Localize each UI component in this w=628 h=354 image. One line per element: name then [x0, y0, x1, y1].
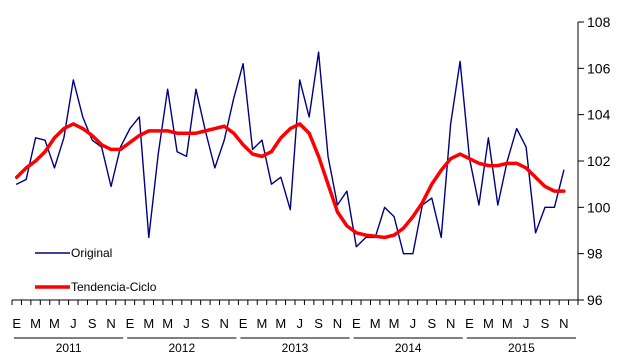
x-tick-label: M [483, 316, 494, 331]
y-tick-label: 104 [587, 107, 611, 123]
x-tick-label: S [427, 316, 436, 331]
series-line-original [16, 51, 565, 255]
year-label: 2014 [395, 341, 422, 354]
x-tick-label: E [465, 316, 474, 331]
y-tick-label: 96 [587, 292, 603, 308]
x-tick-label: J [183, 316, 190, 331]
y-tick-label: 100 [587, 199, 611, 215]
x-tick-label: M [143, 316, 154, 331]
x-tick-label: M [502, 316, 513, 331]
x-tick-label: S [314, 316, 323, 331]
x-tick-label: J [296, 316, 303, 331]
x-tick-label: E [12, 316, 21, 331]
y-axis: 96 98 100 102 104 106 108 [577, 14, 611, 308]
legend-label-tendencia-ciclo: Tendencia-Ciclo [71, 280, 157, 294]
year-label: 2012 [168, 341, 195, 354]
year-label: 2015 [508, 341, 535, 354]
x-tick-label: S [541, 316, 550, 331]
x-tick-label: N [106, 316, 115, 331]
x-tick-label: S [88, 316, 97, 331]
x-tick-label: E [352, 316, 361, 331]
legend: Original Tendencia-Ciclo [35, 246, 157, 294]
x-tick-label: M [370, 316, 381, 331]
x-tick-label: N [559, 316, 568, 331]
y-tick-label: 102 [587, 153, 611, 169]
x-tick-label: M [30, 316, 41, 331]
series-line-tendencia-ciclo [14, 122, 566, 240]
x-tick-label: J [410, 316, 417, 331]
y-tick-label: 106 [587, 60, 611, 76]
legend-item-tendencia-ciclo: Tendencia-Ciclo [35, 280, 157, 294]
x-tick-label: N [220, 316, 229, 331]
legend-item-original: Original [35, 246, 112, 260]
x-tick-label: M [257, 316, 268, 331]
x-tick-label: E [126, 316, 135, 331]
x-tick-label: J [70, 316, 77, 331]
x-tick-label: M [275, 316, 286, 331]
x-tick-label: J [523, 316, 530, 331]
year-label: 2013 [282, 341, 309, 354]
x-tick-label: M [162, 316, 173, 331]
x-tick-label: M [389, 316, 400, 331]
legend-label-original: Original [71, 246, 112, 260]
y-tick-label: 98 [587, 246, 603, 262]
year-label: 2011 [56, 341, 82, 354]
y-tick-label: 108 [587, 14, 611, 30]
x-tick-label: M [49, 316, 60, 331]
x-tick-label: E [239, 316, 248, 331]
x-tick-label: S [201, 316, 210, 331]
x-tick-label: N [333, 316, 342, 331]
x-tick-label: N [446, 316, 455, 331]
plot-area [14, 51, 566, 255]
